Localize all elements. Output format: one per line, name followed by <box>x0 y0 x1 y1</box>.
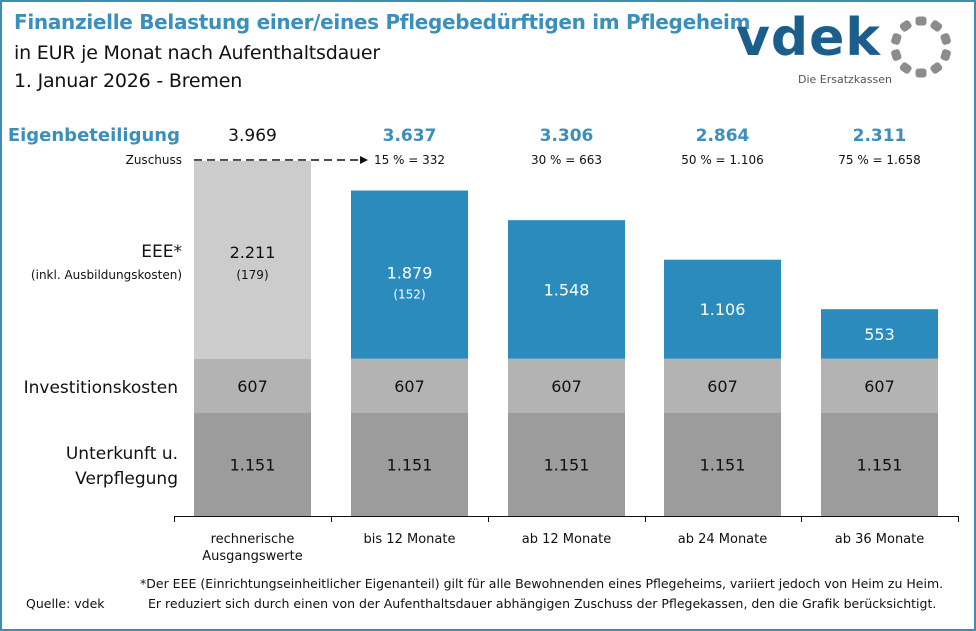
bar-segment-eee <box>508 220 625 359</box>
data-label-unterkunft: 1.151 <box>387 456 433 475</box>
logo-ring-segment <box>940 33 951 45</box>
logo-ring-segment <box>891 33 902 45</box>
bar-segment-unterkunft <box>821 413 938 516</box>
logo-ring-segment <box>899 62 912 74</box>
data-sublabel-eee: (179) <box>236 268 268 282</box>
logo-ring-segment <box>899 20 912 32</box>
bar-segment-eee <box>194 160 311 359</box>
category-label: bis 12 Monate <box>364 532 456 547</box>
zuschuss-label: 75 % = 1.658 <box>838 153 921 167</box>
data-label-unterkunft: 1.151 <box>857 456 903 475</box>
total-label: 2.311 <box>853 126 907 146</box>
logo-ring-segment <box>930 20 943 32</box>
bar-segment-eee <box>664 259 781 359</box>
logo-ring-segment <box>940 49 951 61</box>
data-label-unterkunft: 1.151 <box>230 456 276 475</box>
category-label: ab 36 Monate <box>835 532 925 547</box>
data-label-eee: 553 <box>864 325 895 344</box>
row-label-eee: EEE* <box>141 242 182 262</box>
eigenbeteiligung-label: Eigenbeteiligung <box>8 125 180 146</box>
data-label-investitionskosten: 607 <box>551 377 582 396</box>
data-label-investitionskosten: 607 <box>707 377 738 396</box>
data-label-eee: 1.106 <box>700 300 746 319</box>
bar-segment-eee <box>351 190 468 359</box>
row-label-investitionskosten: Investitionskosten <box>24 378 178 398</box>
total-label: 3.969 <box>228 126 277 146</box>
bar-segment-investitionskosten <box>351 358 468 413</box>
data-label-investitionskosten: 607 <box>237 377 268 396</box>
bar-segment-investitionskosten <box>664 358 781 413</box>
category-label: ab 12 Monate <box>522 532 612 547</box>
data-label-investitionskosten: 607 <box>394 377 425 396</box>
category-label: rechnerische <box>211 532 295 547</box>
total-label: 3.306 <box>540 126 594 146</box>
logo-ring-segment <box>930 62 943 74</box>
logo-tagline: Die Ersatzkassen <box>798 73 892 86</box>
category-label: Ausgangswerte <box>202 549 302 564</box>
logo-ring-segment <box>915 16 927 26</box>
bar-segment-investitionskosten <box>194 358 311 413</box>
data-sublabel-eee: (152) <box>393 288 425 302</box>
bar-segment-unterkunft <box>664 413 781 516</box>
bar-segment-eee <box>821 309 938 359</box>
arrow-head-icon <box>360 156 368 164</box>
logo-ring-segment <box>915 68 927 78</box>
total-label: 3.637 <box>383 126 437 146</box>
chart-subtitle: in EUR je Monat nach Aufenthaltsdauer <box>14 42 380 64</box>
bar-segment-unterkunft <box>508 413 625 516</box>
vdek-logo: vdek Die Ersatzkassen <box>736 8 956 86</box>
bar-segment-unterkunft <box>351 413 468 516</box>
data-label-eee: 1.879 <box>387 264 433 283</box>
chart-date-region: 1. Januar 2026 - Bremen <box>14 70 243 92</box>
source-note: Quelle: vdek <box>26 596 105 611</box>
zuschuss-label: 15 % = 332 <box>374 153 445 167</box>
row-label-verpflegung: Verpflegung <box>75 469 178 489</box>
bar-segment-investitionskosten <box>508 358 625 413</box>
data-label-unterkunft: 1.151 <box>700 456 746 475</box>
footnote-line-1: *Der EEE (Einrichtungseinheitlicher Eige… <box>140 576 944 591</box>
logo-ring-segment <box>891 49 902 61</box>
total-label: 2.864 <box>696 126 750 146</box>
bar-segment-investitionskosten <box>821 358 938 413</box>
data-label-eee: 2.211 <box>230 243 276 262</box>
row-label-eee-sub: (inkl. Ausbildungskosten) <box>31 268 182 282</box>
footnote-line-2: Er reduziert sich durch einen von der Au… <box>148 596 937 611</box>
zuschuss-label: 30 % = 663 <box>531 153 602 167</box>
bar-segment-unterkunft <box>194 413 311 516</box>
row-label-unterkunft: Unterkunft u. <box>66 444 178 464</box>
data-label-eee: 1.548 <box>544 280 590 299</box>
data-label-investitionskosten: 607 <box>864 377 895 396</box>
logo-ring-icon <box>891 16 951 78</box>
zuschuss-label: 50 % = 1.106 <box>681 153 764 167</box>
logo-wordmark: vdek <box>736 8 881 68</box>
chart-title: Finanzielle Belastung einer/eines Pflege… <box>14 10 751 34</box>
zuschuss-row-label: Zuschuss <box>126 153 182 167</box>
category-label: ab 24 Monate <box>678 532 768 547</box>
data-label-unterkunft: 1.151 <box>544 456 590 475</box>
